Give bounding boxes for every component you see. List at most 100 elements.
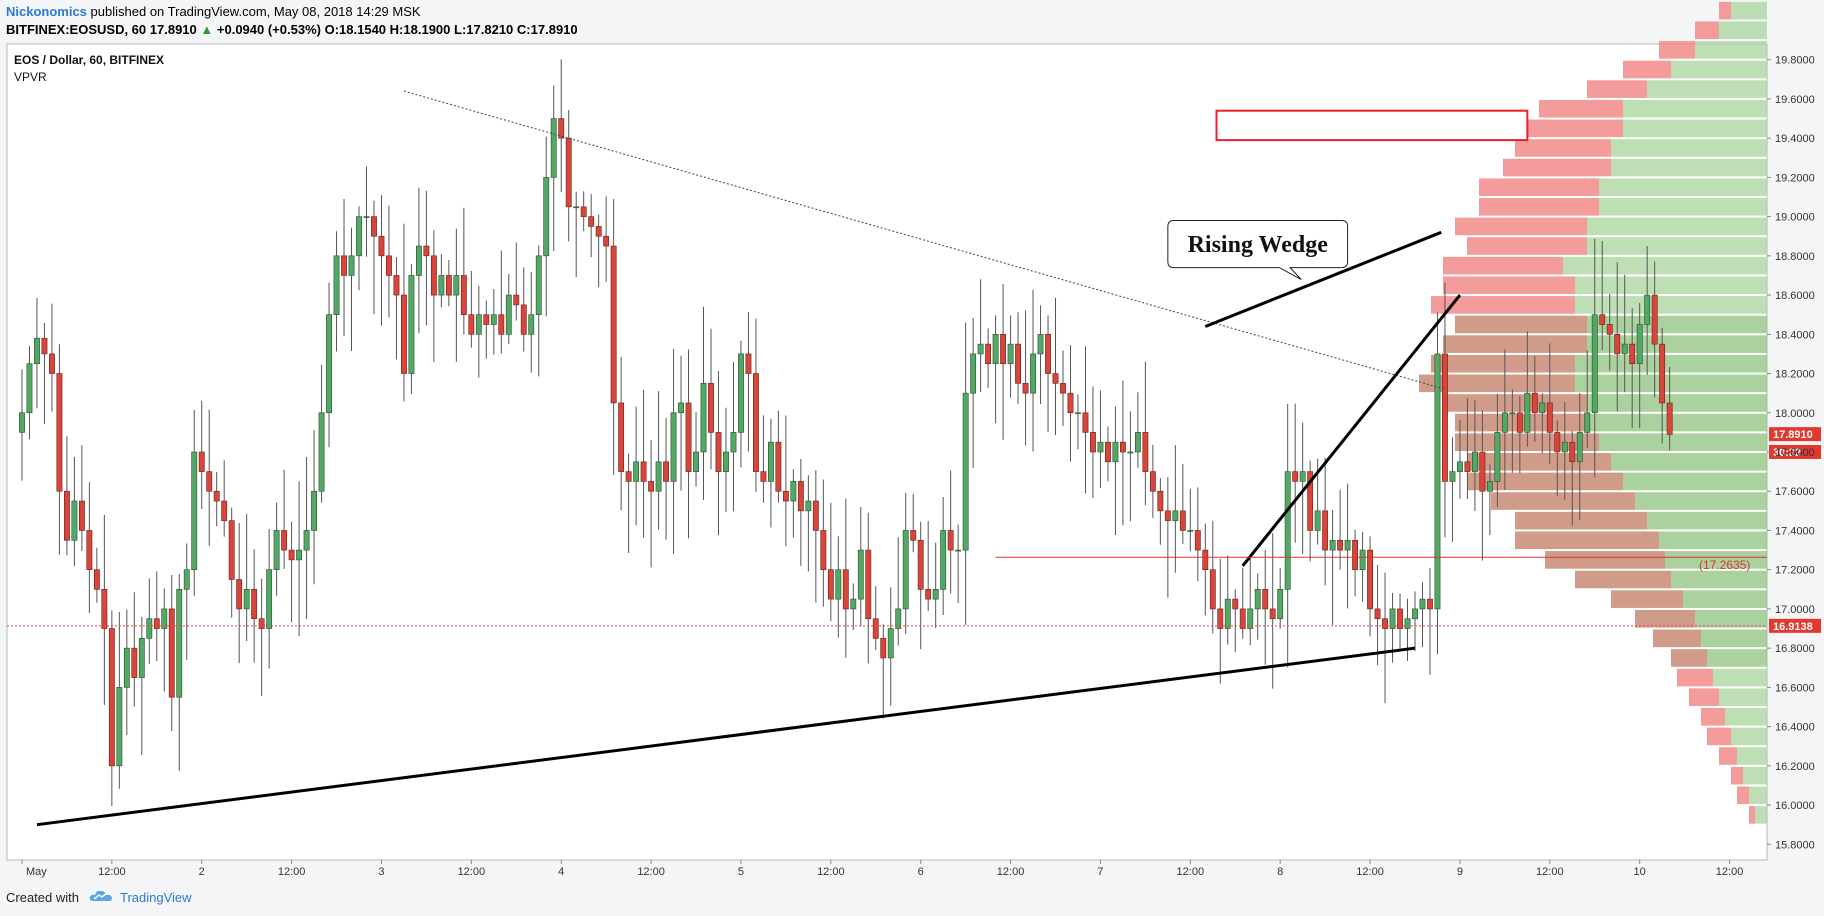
vp-bar-down	[1467, 472, 1623, 491]
vp-bar-down	[1611, 590, 1683, 608]
candle-down	[565, 137, 572, 208]
candle-down	[213, 490, 220, 502]
vp-bar-down	[1731, 766, 1743, 785]
vp-bar-down	[1443, 335, 1587, 353]
vp-bar-down	[1455, 217, 1587, 236]
tradingview-brand-link[interactable]: TradingView	[120, 890, 192, 905]
candle-down	[1516, 412, 1523, 433]
vp-bar-up	[1599, 433, 1767, 451]
x-tick-label: 8	[1277, 866, 1283, 878]
candle-down	[1202, 549, 1209, 570]
candle-up	[1112, 441, 1119, 463]
candle-up	[1524, 392, 1531, 433]
candle-down	[498, 314, 505, 335]
y-tick-label: 16.8000	[1775, 643, 1815, 655]
candle-up	[26, 363, 33, 414]
candle-down	[648, 481, 655, 492]
level-label: (17.2635)	[1699, 558, 1750, 572]
candle-up	[633, 461, 640, 482]
candle-up	[723, 451, 729, 472]
candle-down	[1179, 510, 1186, 531]
vp-bar-down	[1587, 80, 1647, 98]
candle-down	[715, 432, 722, 472]
candle-up	[970, 353, 977, 394]
low-label: L:	[454, 22, 467, 37]
vp-bar-up	[1665, 551, 1767, 569]
indicator-label[interactable]: VPVR	[14, 70, 47, 84]
candle-up	[1419, 598, 1426, 610]
candle-up	[932, 589, 939, 600]
candle-up	[1389, 608, 1396, 629]
candle-down	[1629, 343, 1636, 365]
candle-up	[1030, 353, 1036, 394]
vp-bar-down	[1539, 99, 1623, 118]
candle-down	[1164, 510, 1171, 521]
candle-down	[1531, 392, 1538, 414]
candle-up	[1037, 334, 1044, 355]
candle-down	[101, 589, 108, 629]
x-tick-label: 4	[558, 866, 564, 878]
candle-down	[236, 579, 243, 610]
candle-down	[753, 373, 759, 472]
price-axis[interactable]: 19.8000 19.6000 19.4000 19.2000 19.0000 18.80…	[1767, 55, 1815, 852]
candle-up	[266, 569, 273, 629]
y-tick-label: 16.0000	[1775, 800, 1815, 812]
candle-down	[251, 589, 258, 620]
candle-down	[1157, 490, 1164, 512]
candle-down	[1479, 451, 1486, 492]
callout-label: Rising Wedge	[1188, 232, 1329, 258]
candle-down	[1569, 441, 1576, 463]
vp-bar-down	[1443, 394, 1587, 412]
candle-up	[1576, 432, 1583, 463]
wedge-lower-line	[1241, 294, 1462, 567]
publish-line: Nickonomics published on TradingView.com…	[6, 3, 1816, 21]
candle-down	[925, 589, 932, 600]
candle-up	[977, 343, 984, 355]
target-zone-box	[1215, 109, 1529, 142]
candle-down	[610, 245, 617, 404]
vp-bar-up	[1719, 21, 1767, 40]
x-tick-label: 3	[378, 866, 384, 878]
candle-down	[1045, 334, 1051, 374]
vp-bar-up	[1611, 453, 1767, 471]
time-axis[interactable]: May 12:00 2 12:00 3 12:00 4 12:00 5 12:00 6 12:00 7 1…	[21, 860, 1743, 878]
chart-title: EOS / Dollar, 60, BITFINEX	[14, 53, 164, 67]
candle-up	[191, 451, 198, 570]
candle-down	[1614, 334, 1621, 355]
vp-bar-down	[1479, 178, 1599, 196]
candle-down	[1015, 343, 1021, 384]
vp-bar-down	[1749, 806, 1755, 824]
candle-down	[1382, 618, 1388, 629]
candle-down	[1269, 608, 1276, 620]
candle-down	[341, 255, 347, 276]
candle-up	[550, 118, 557, 178]
candle-up	[1449, 471, 1456, 482]
candle-down	[1606, 324, 1613, 335]
support-trendline	[36, 646, 1416, 827]
author-link[interactable]: Nickonomics	[6, 4, 87, 19]
vp-bar-down	[1491, 492, 1635, 510]
candle-down	[1307, 471, 1314, 531]
y-tick-label: 15.8000	[1775, 839, 1815, 851]
vp-bar-up	[1623, 119, 1767, 138]
vp-bar-down	[1443, 256, 1563, 275]
candle-up	[573, 206, 580, 209]
candle-up	[505, 294, 512, 335]
candle-up	[1134, 432, 1141, 453]
x-tick-label: 7	[1097, 866, 1103, 878]
candle-down	[1067, 392, 1074, 414]
vp-bar-down	[1677, 668, 1713, 687]
candle-up	[1247, 608, 1254, 629]
low-value: 17.8210	[466, 22, 514, 37]
candle-down	[423, 245, 430, 257]
candle-down	[1352, 539, 1359, 570]
candle-up	[528, 314, 535, 335]
candle-up	[535, 255, 542, 315]
vp-bar-down	[1671, 649, 1707, 667]
candle-down	[63, 490, 70, 541]
vp-bar-down	[1515, 531, 1659, 550]
vp-bar-up	[1587, 217, 1767, 236]
y-tick-label: 18.8000	[1775, 251, 1815, 263]
x-tick-label: 9	[1457, 866, 1463, 878]
